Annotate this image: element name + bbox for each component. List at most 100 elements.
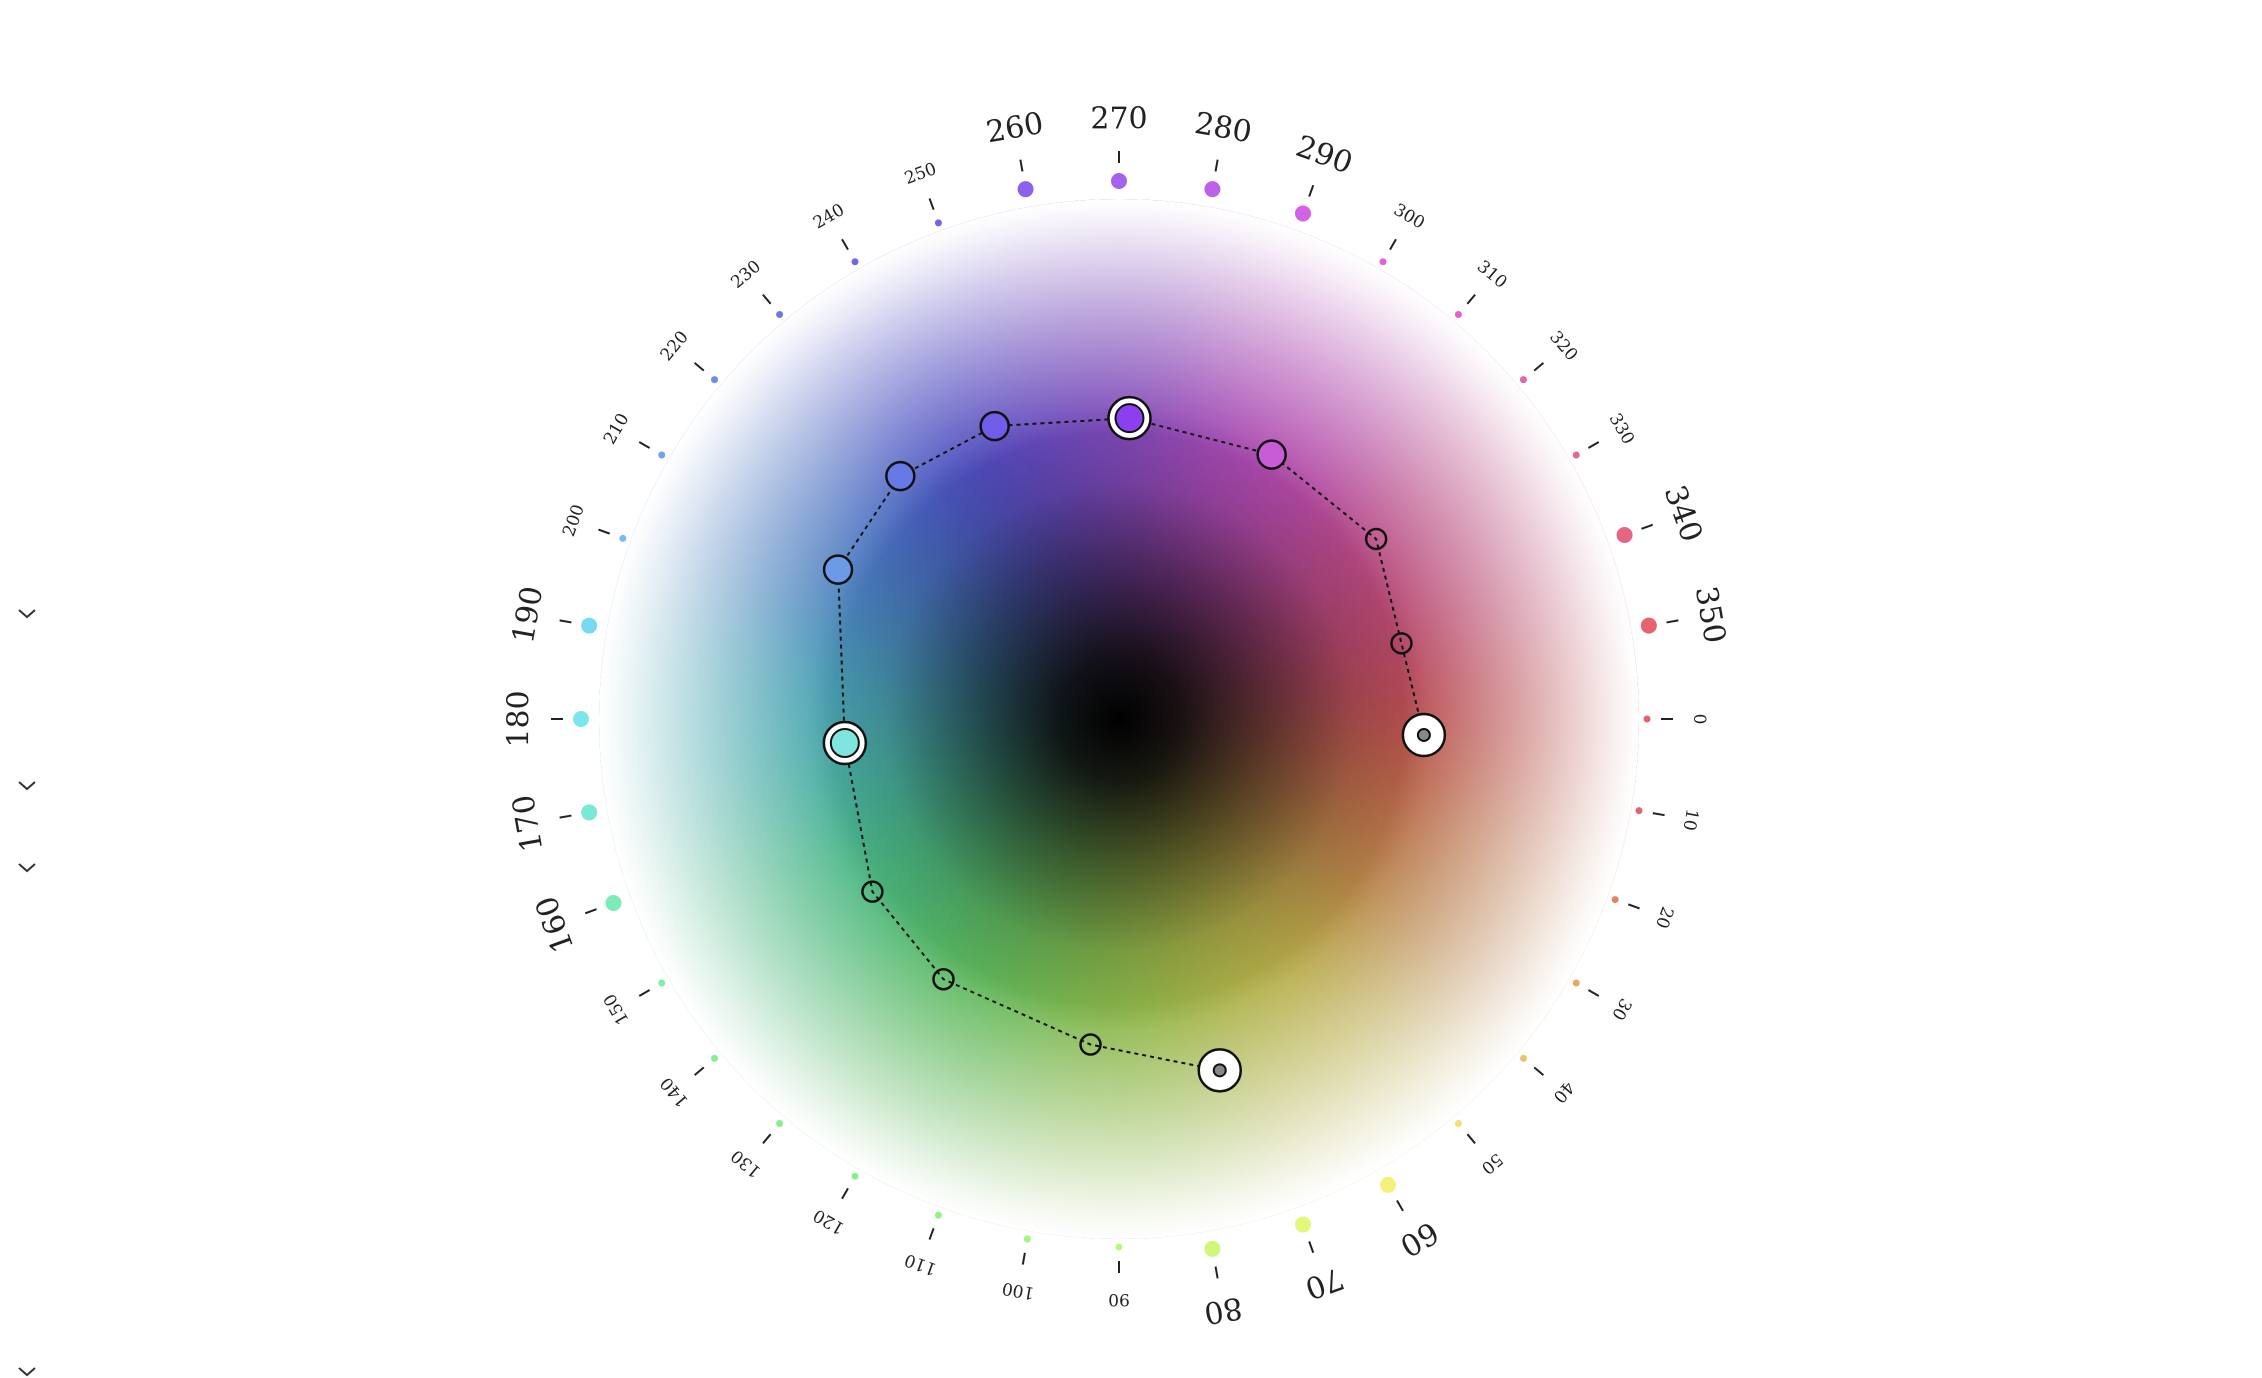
hue-dot-80 — [1204, 1240, 1221, 1257]
hue-dot-320 — [1519, 376, 1527, 384]
palette-point-6[interactable] — [979, 410, 1010, 442]
hue-dot-60 — [1380, 1176, 1396, 1193]
hue-tick-350 — [1666, 619, 1679, 624]
hue-tick-230 — [762, 293, 772, 305]
hue-label-330: 330 — [1605, 410, 1639, 448]
hue-tick-50 — [1466, 1133, 1476, 1145]
palette-point-11[interactable] — [932, 967, 955, 991]
hue-label-200: 200 — [559, 502, 589, 539]
palette-point-10[interactable] — [861, 880, 884, 903]
hue-label-160: 160 — [529, 891, 581, 957]
hue-label-130: 130 — [727, 1145, 765, 1181]
hue-label-100: 100 — [1001, 1278, 1036, 1303]
hue-label-190: 190 — [506, 584, 550, 646]
hue-dot-250 — [934, 219, 942, 227]
section-toggle-1[interactable] — [16, 606, 38, 620]
color-disc[interactable] — [559, 159, 1679, 1279]
hue-dot-170 — [581, 804, 598, 821]
palette-point-12[interactable] — [1079, 1033, 1102, 1056]
hue-dot-0 — [1643, 715, 1651, 723]
chevron-down-icon — [18, 863, 36, 873]
palette-path — [837, 417, 1425, 1072]
palette-point-8[interactable] — [822, 554, 854, 585]
hue-dot-30 — [1572, 979, 1580, 987]
palette-point-5[interactable] — [1107, 395, 1152, 441]
hue-tick-130 — [762, 1133, 772, 1145]
hue-dot-280 — [1204, 181, 1221, 198]
hue-dot-210 — [658, 451, 666, 459]
hue-label-120: 120 — [810, 1205, 848, 1239]
palette-point-4[interactable] — [1256, 439, 1287, 470]
hue-tick-10 — [1652, 812, 1665, 817]
hue-label-20: 20 — [1651, 904, 1677, 931]
hue-label-50: 50 — [1477, 1149, 1506, 1178]
chevron-down-icon — [18, 609, 36, 619]
hue-dot-110 — [934, 1211, 942, 1219]
hue-dot-190 — [581, 617, 598, 634]
hue-tick-20 — [1627, 903, 1640, 910]
hue-label-140: 140 — [657, 1073, 693, 1111]
hue-dot-240 — [851, 258, 859, 266]
hue-dot-100 — [1023, 1235, 1031, 1243]
hue-label-180: 180 — [502, 690, 537, 747]
hue-tick-140 — [693, 1066, 705, 1076]
hue-tick-110 — [928, 1227, 935, 1240]
hue-dot-120 — [851, 1172, 859, 1180]
hue-dot-90 — [1115, 1243, 1123, 1251]
hue-label-240: 240 — [810, 200, 848, 234]
hue-label-210: 210 — [600, 410, 634, 448]
hue-dot-160 — [605, 895, 622, 912]
hue-label-260: 260 — [984, 106, 1046, 150]
hue-label-320: 320 — [1545, 327, 1581, 365]
hue-tick-320 — [1533, 362, 1545, 372]
hue-tick-330 — [1587, 441, 1600, 449]
hue-dot-180 — [573, 711, 589, 727]
hue-label-80: 80 — [1201, 1289, 1245, 1330]
hue-dot-150 — [658, 979, 666, 987]
palette-point-7[interactable] — [885, 460, 916, 492]
hue-label-30: 30 — [1607, 995, 1635, 1024]
hue-tick-210 — [638, 441, 651, 449]
section-toggle-2[interactable] — [16, 778, 38, 792]
palette-point-1[interactable] — [1401, 712, 1447, 758]
palette-point-13[interactable] — [1197, 1048, 1242, 1093]
hue-dot-260 — [1017, 181, 1034, 198]
hue-label-230: 230 — [727, 257, 765, 293]
chevron-down-icon — [18, 781, 36, 791]
section-toggle-4[interactable] — [16, 1364, 38, 1378]
hue-tick-160 — [584, 908, 597, 915]
hue-dot-330 — [1572, 451, 1580, 459]
hue-tick-190 — [559, 619, 572, 624]
palette-point-9[interactable] — [822, 720, 868, 766]
hue-label-350: 350 — [1688, 584, 1732, 646]
palette-point-3[interactable] — [1364, 527, 1388, 551]
hue-dot-270 — [1111, 173, 1127, 189]
hue-label-110: 110 — [902, 1249, 939, 1279]
hue-dot-290 — [1295, 205, 1312, 222]
hue-tick-250 — [928, 198, 935, 211]
hue-label-290: 290 — [1291, 129, 1357, 181]
section-toggle-3[interactable] — [16, 860, 38, 874]
hue-tick-40 — [1533, 1066, 1545, 1076]
hue-tick-260 — [1019, 159, 1024, 172]
hue-tick-80 — [1214, 1266, 1219, 1279]
hue-label-310: 310 — [1473, 257, 1511, 293]
hue-label-280: 280 — [1192, 106, 1254, 150]
hue-dot-230 — [776, 311, 784, 319]
hue-tick-30 — [1587, 989, 1600, 997]
hue-label-300: 300 — [1390, 200, 1428, 234]
hue-tick-200 — [598, 528, 611, 535]
hue-label-170: 170 — [506, 792, 550, 854]
palette-point-2[interactable] — [1390, 632, 1413, 655]
hue-dot-220 — [711, 376, 719, 384]
palette-points[interactable] — [822, 395, 1447, 1093]
hue-tick-280 — [1214, 159, 1219, 172]
hue-dot-40 — [1519, 1054, 1527, 1062]
hue-label-0: 0 — [1689, 714, 1709, 725]
chevron-down-icon — [18, 1367, 36, 1377]
hue-label-250: 250 — [902, 159, 939, 189]
hue-dot-340 — [1616, 526, 1633, 543]
hue-tick-120 — [841, 1187, 849, 1200]
hue-tick-340 — [1641, 523, 1654, 530]
